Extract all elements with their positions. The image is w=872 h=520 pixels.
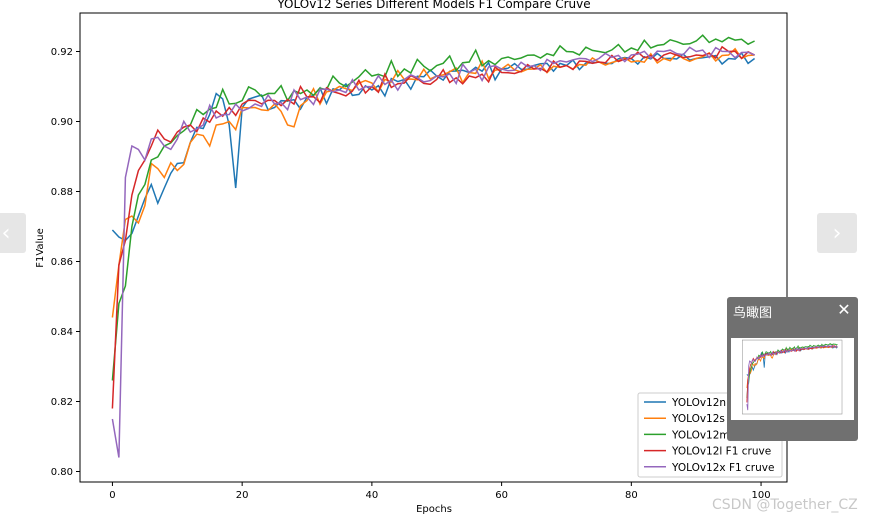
minimap-line-2 [746,342,838,399]
plot-lines [111,34,756,458]
y-tick-label-5: 0.90 [51,117,73,128]
y-tick-label-3: 0.86 [51,257,73,268]
minimap-line-1 [746,344,838,389]
chevron-right-icon: › [832,220,842,246]
chart-title: YOLOv12 Series Different Models F1 Compa… [276,0,590,11]
previous-image-button[interactable]: ‹ [0,213,26,253]
series-line-4 [111,46,755,458]
minimap-panel: 鸟瞰图 ✕ [727,297,858,441]
series-line-2 [111,34,755,381]
plot-frame [79,12,788,483]
x-axis: 0 20 40 60 80 100 [109,482,771,501]
y-tick-label-0: 0.80 [51,467,73,478]
next-image-button[interactable]: › [817,213,857,253]
minimap-frame [742,339,843,415]
series-line-3 [111,45,755,409]
minimap-plot [742,339,843,415]
y-tick-label-1: 0.82 [51,397,73,408]
legend-label-4: YOLOv12x F1 cruve [671,462,774,474]
y-axis: 0.80 0.82 0.84 0.86 0.88 0.90 0.92 [51,47,80,478]
y-axis-label: F1Value [35,228,46,268]
y-tick-label-4: 0.88 [51,187,73,198]
series-line-1 [111,47,755,318]
y-tick-label-2: 0.84 [51,327,73,338]
minimap-title: 鸟瞰图 [733,306,773,321]
minimap-close-button[interactable]: ✕ [834,299,854,319]
y-tick-label-6: 0.92 [51,47,73,58]
legend-label-3: YOLOv12l F1 cruve [671,446,771,458]
minimap-thumbnail [742,339,843,415]
x-tick-label-4: 80 [625,490,638,501]
chevron-left-icon: ‹ [1,220,11,246]
minimap-line-4 [746,344,838,411]
x-tick-label-3: 60 [495,490,508,501]
minimap-viewport[interactable] [731,338,854,420]
x-tick-label-1: 20 [236,490,249,501]
x-tick-label-0: 0 [109,490,115,501]
x-axis-label: Epochs [416,504,452,515]
x-tick-label-2: 40 [366,490,379,501]
x-tick-label-5: 100 [752,490,771,501]
close-icon: ✕ [837,299,851,319]
watermark: CSDN @Together_CZ [712,497,858,513]
